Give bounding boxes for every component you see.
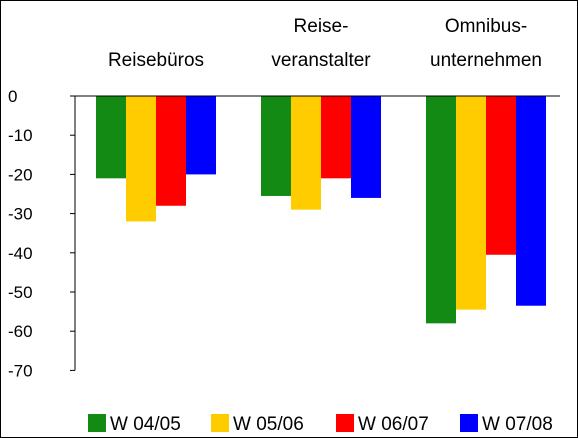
y-tick-label: -70 (8, 361, 33, 380)
legend-swatch (460, 414, 478, 432)
bar (351, 96, 381, 198)
y-axis: 0 -10 -20 -30 -40 -50 -60 -70 (8, 87, 560, 380)
y-tick-label: -60 (8, 322, 33, 341)
legend-label: W 05/06 (233, 414, 304, 435)
legend: W 04/05 W 05/06 W 06/07 W 07/08 (88, 414, 553, 435)
y-tick-label: 0 (8, 87, 17, 106)
category-labels: Reisebüros Reise-veranstalter Omnibus-unte… (108, 16, 542, 71)
bar (186, 96, 216, 175)
category-label: Reisebüros (108, 50, 204, 71)
category-label: Omnibus- (445, 16, 527, 37)
bar (261, 96, 291, 196)
y-tick-label: -50 (8, 283, 33, 302)
legend-swatch (336, 414, 354, 432)
legend-swatch (88, 414, 106, 432)
legend-label: W 06/07 (358, 414, 429, 435)
bar (516, 96, 546, 306)
legend-swatch (211, 414, 229, 432)
y-tick-label: -40 (8, 244, 33, 263)
bar (486, 96, 516, 255)
bar (96, 96, 126, 179)
category-label: veranstalter (271, 50, 371, 71)
bar (126, 96, 156, 222)
y-tick-label: -20 (8, 165, 33, 184)
y-tick-label: -30 (8, 205, 33, 224)
bar (426, 96, 456, 324)
bar (456, 96, 486, 310)
category-label: unternehmen (430, 50, 542, 71)
legend-label: W 07/08 (482, 414, 553, 435)
bar (321, 96, 351, 179)
legend-label: W 04/05 (110, 414, 181, 435)
bars-layer (96, 96, 546, 324)
y-tick-label: -10 (8, 126, 33, 145)
bar (291, 96, 321, 210)
bar (156, 96, 186, 206)
category-label: Reise- (294, 16, 349, 37)
